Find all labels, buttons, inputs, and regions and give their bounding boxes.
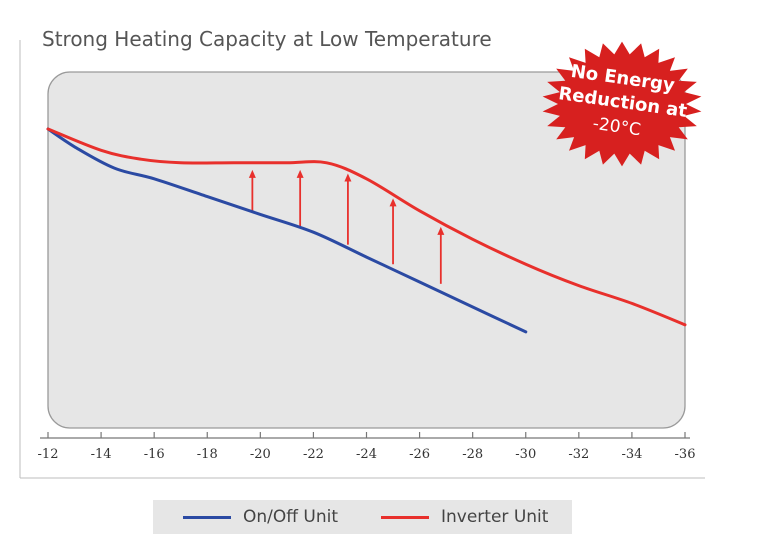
x-tick-label: -36 (675, 447, 696, 462)
x-tick-label: -28 (462, 447, 483, 462)
x-tick-label: -26 (409, 447, 430, 462)
badge-starburst (542, 41, 702, 167)
chart-title: Strong Heating Capacity at Low Temperatu… (42, 27, 492, 51)
legend-swatch-inverter (381, 515, 429, 519)
legend-label-inverter: Inverter Unit (441, 507, 549, 527)
x-tick-label: -30 (515, 447, 536, 462)
legend-swatch-on-off (183, 515, 231, 519)
x-tick-label: -12 (38, 447, 59, 462)
x-tick-label: -14 (91, 447, 112, 462)
arrow-head (248, 169, 256, 178)
legend: On/Off Unit Inverter Unit (153, 500, 572, 534)
on-off-unit-line (46, 127, 528, 334)
x-tick-label: -32 (568, 447, 589, 462)
x-tick-label: -18 (197, 447, 218, 462)
x-tick-label: -20 (250, 447, 271, 462)
arrow-head (296, 169, 304, 178)
arrow-head (437, 226, 445, 235)
inverter-unit-line (46, 127, 687, 327)
arrow-head (389, 198, 397, 207)
x-tick-label: -16 (144, 447, 165, 462)
x-tick-label: -22 (303, 447, 324, 462)
legend-item-on-off: On/Off Unit (183, 500, 338, 534)
plot-area (47, 71, 686, 429)
legend-item-inverter: Inverter Unit (381, 500, 548, 534)
x-axis-ticks: -12 -14 -16 -18 -20 -22 -24 -26 -28 -30 -32 -34 -36 (38, 432, 696, 462)
legend-label-on-off: On/Off Unit (243, 507, 338, 527)
arrow-head (344, 173, 352, 182)
x-tick-label: -34 (621, 447, 642, 462)
improvement-arrows (248, 169, 445, 284)
x-tick-label: -24 (356, 447, 377, 462)
energy-badge: No Energy Reduction at -20°C (542, 41, 702, 167)
